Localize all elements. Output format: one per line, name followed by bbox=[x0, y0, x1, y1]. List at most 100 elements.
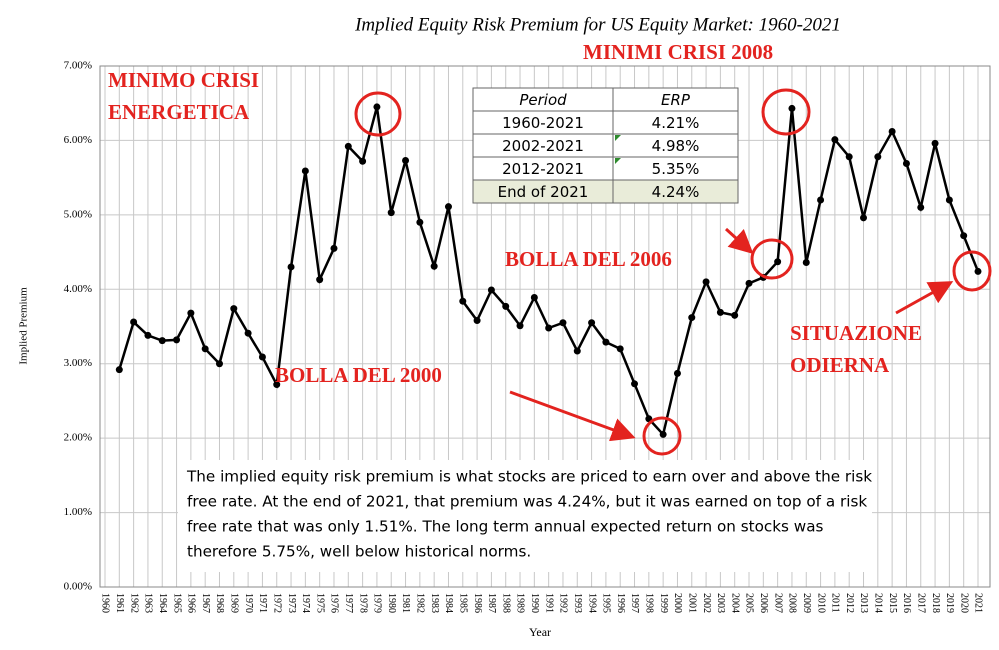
data-point bbox=[201, 345, 209, 353]
x-axis-label: Year bbox=[529, 625, 551, 639]
x-tick-label: 1981 bbox=[400, 593, 411, 613]
data-point bbox=[487, 286, 495, 294]
x-tick-label: 1960 bbox=[100, 593, 111, 613]
x-tick-label: 2009 bbox=[801, 593, 812, 613]
annotation: ODIERNA bbox=[790, 353, 890, 377]
data-point bbox=[716, 308, 724, 316]
data-point bbox=[373, 103, 381, 111]
x-tick-label: 2018 bbox=[930, 593, 941, 613]
annotation: BOLLA DEL 2000 bbox=[275, 363, 442, 387]
annotation: SITUAZIONE bbox=[790, 321, 922, 345]
data-point bbox=[530, 293, 538, 301]
data-point bbox=[258, 353, 266, 361]
x-tick-label: 1994 bbox=[586, 593, 597, 613]
table-header: ERP bbox=[661, 91, 691, 109]
data-point bbox=[788, 104, 796, 112]
note-text: The implied equity risk premium is what … bbox=[186, 468, 872, 561]
annotations: MINIMO CRISI ENERGETICA MINIMI CRISI 2008 B… bbox=[108, 40, 922, 387]
data-point bbox=[430, 262, 438, 270]
x-tick-label: 1990 bbox=[529, 593, 540, 613]
table-text: 5.35% bbox=[652, 160, 700, 178]
data-point bbox=[888, 127, 896, 135]
x-tick-label: 1989 bbox=[515, 593, 526, 613]
x-tick-label: 1972 bbox=[271, 593, 282, 613]
x-tick-label: 1998 bbox=[644, 593, 655, 613]
y-tick-label: 0.00% bbox=[64, 581, 92, 593]
x-tick-label: 2004 bbox=[729, 593, 740, 613]
x-tick-label: 2016 bbox=[901, 593, 912, 613]
note-line: The implied equity risk premium is what … bbox=[186, 468, 872, 486]
data-point bbox=[702, 278, 710, 286]
chart-title: Implied Equity Risk Premium for US Equit… bbox=[354, 14, 841, 35]
data-point bbox=[316, 276, 324, 284]
note-box: The implied equity risk premium is what … bbox=[178, 460, 872, 572]
data-point bbox=[402, 157, 410, 165]
x-tick-label: 2005 bbox=[744, 593, 755, 613]
x-tick-label: 2014 bbox=[873, 593, 884, 613]
data-point bbox=[802, 258, 810, 266]
x-tick-label: 1984 bbox=[443, 593, 454, 613]
data-point bbox=[344, 142, 352, 150]
note-line: free rate that was only 1.51%. The long … bbox=[187, 518, 824, 536]
data-point bbox=[115, 366, 123, 374]
x-tick-label: 1962 bbox=[128, 593, 139, 613]
data-point bbox=[774, 258, 782, 266]
data-point bbox=[301, 167, 309, 175]
x-tick-label: 1995 bbox=[601, 593, 612, 613]
data-point bbox=[459, 297, 467, 305]
data-point bbox=[659, 430, 667, 438]
x-tick-label: 1971 bbox=[257, 593, 268, 613]
data-point bbox=[673, 369, 681, 377]
table-text: 4.98% bbox=[652, 137, 700, 155]
cell-flag bbox=[615, 158, 621, 164]
x-tick-label: 1970 bbox=[243, 593, 254, 613]
data-point bbox=[588, 319, 596, 327]
x-tick-label: 2021 bbox=[973, 593, 984, 613]
data-point bbox=[974, 267, 982, 275]
note-background bbox=[178, 460, 872, 572]
data-point bbox=[516, 322, 524, 330]
data-point bbox=[831, 136, 839, 144]
x-tick-label: 1982 bbox=[415, 593, 426, 613]
x-tick-label: 1965 bbox=[171, 593, 182, 613]
y-tick-label: 6.00% bbox=[64, 134, 92, 146]
data-point bbox=[731, 311, 739, 319]
x-tick-label: 1974 bbox=[300, 593, 311, 613]
highlight-circle bbox=[952, 250, 992, 292]
table-text: 4.24% bbox=[652, 183, 700, 201]
y-tick-label: 1.00% bbox=[64, 506, 92, 518]
x-tick-label: 1978 bbox=[357, 593, 368, 613]
x-tick-label: 2002 bbox=[701, 593, 712, 613]
data-point bbox=[502, 302, 510, 310]
x-tick-label: 2019 bbox=[944, 593, 955, 613]
highlight-circle bbox=[761, 88, 811, 136]
x-tick-label: 2007 bbox=[772, 593, 783, 613]
x-tick-label: 1986 bbox=[472, 593, 483, 613]
table-header: Period bbox=[519, 91, 567, 109]
x-tick-label: 1983 bbox=[429, 593, 440, 613]
data-point bbox=[359, 157, 367, 165]
table-text: 4.21% bbox=[652, 114, 700, 132]
x-tick-label: 1964 bbox=[157, 593, 168, 613]
y-tick-label: 7.00% bbox=[64, 60, 92, 72]
data-point bbox=[330, 244, 338, 252]
table: Period ERP 1960-2021 4.21% 2002-2021 4.98% 201… bbox=[472, 87, 739, 204]
x-tick-label: 2017 bbox=[915, 593, 926, 613]
note-line: therefore 5.75%, well below historical n… bbox=[187, 543, 531, 561]
data-point bbox=[945, 196, 953, 204]
x-tick-label: 1977 bbox=[343, 593, 354, 613]
data-point bbox=[860, 214, 868, 222]
data-point bbox=[845, 153, 853, 161]
x-tick-label: 1985 bbox=[457, 593, 468, 613]
x-tick-label: 2003 bbox=[715, 593, 726, 613]
arrow bbox=[895, 281, 954, 315]
data-point bbox=[931, 139, 939, 147]
series bbox=[115, 103, 982, 438]
data-point bbox=[545, 324, 553, 332]
data-point bbox=[902, 160, 910, 168]
data-point bbox=[917, 203, 925, 211]
y-tick-label: 5.00% bbox=[64, 208, 92, 220]
data-point bbox=[230, 305, 238, 313]
table-text: 2002-2021 bbox=[502, 137, 584, 155]
